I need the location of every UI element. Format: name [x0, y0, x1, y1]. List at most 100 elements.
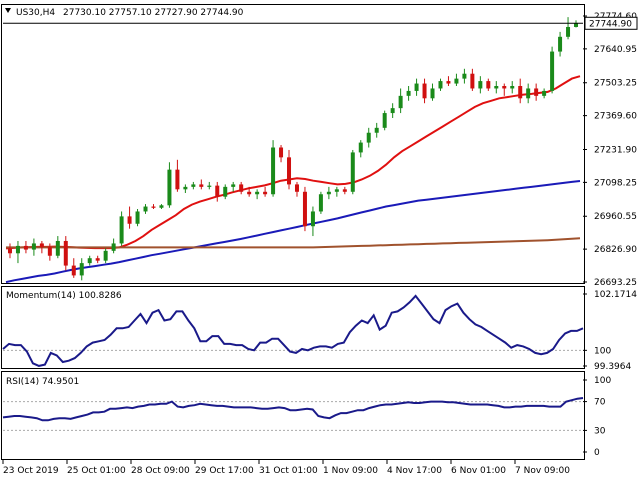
- rsi-pane-frame: [1, 371, 585, 460]
- candle-body: [55, 240, 60, 256]
- price-tag-box: [584, 16, 638, 30]
- candle-body: [478, 81, 483, 89]
- time-tick-label: 7 Nov 09:00: [515, 466, 570, 476]
- time-tick-label: 6 Nov 01:00: [451, 466, 506, 476]
- candle-body: [63, 240, 68, 266]
- candle-body: [422, 83, 427, 99]
- momentum-tick-label: 99.3964: [594, 362, 631, 372]
- price-tick-label: 26960.55: [594, 212, 637, 222]
- candle-body: [390, 108, 395, 114]
- time-tick-label: 4 Nov 17:00: [387, 466, 442, 476]
- candle-body: [318, 194, 323, 212]
- candle-body: [310, 211, 315, 227]
- symbol-label: US30,H4: [16, 8, 55, 18]
- candle-body: [558, 36, 563, 52]
- candle-body: [430, 88, 435, 99]
- candle-body: [374, 127, 379, 133]
- candle-body: [350, 152, 355, 192]
- candle-body: [247, 191, 252, 195]
- time-tick-label: 29 Oct 17:00: [195, 466, 254, 476]
- candle-body: [263, 191, 268, 195]
- collapse-triangle-icon[interactable]: [5, 8, 11, 13]
- candle-body: [510, 86, 515, 89]
- candle-body: [127, 216, 132, 224]
- candle-body: [382, 113, 387, 128]
- price-tick-label: 27640.95: [594, 45, 637, 55]
- candle-body: [271, 147, 276, 195]
- rsi-plot: [2, 397, 584, 431]
- price-tick-label: 27231.90: [594, 145, 637, 155]
- ma-slow-line: [6, 237, 581, 249]
- candle-body: [135, 211, 140, 224]
- candle-body: [175, 169, 180, 190]
- candle-body: [95, 258, 100, 261]
- candle-body: [358, 142, 363, 153]
- momentum-tick-label: 102.1714: [594, 290, 637, 300]
- candle-body: [87, 258, 92, 264]
- candle-body: [542, 90, 547, 96]
- price-plot: [3, 17, 583, 284]
- candle-body: [494, 86, 499, 89]
- time-tick-label: 1 Nov 09:00: [323, 466, 378, 476]
- candle-body: [287, 157, 292, 185]
- price-tick-label: 27098.25: [594, 178, 637, 188]
- momentum-line: [2, 294, 584, 367]
- rsi-tick-label: 100: [594, 376, 611, 386]
- momentum-axis: 102.1714 100 99.3964: [583, 290, 637, 372]
- time-tick-label: 28 Oct 09:00: [131, 466, 190, 476]
- candle-body: [15, 245, 20, 254]
- candle-body: [215, 185, 220, 197]
- candle-body: [167, 169, 172, 206]
- momentum-plot: [2, 294, 584, 367]
- time-axis: 23 Oct 2019 25 Oct 01:00 28 Oct 09:00 29 Oc…: [2, 460, 570, 476]
- rsi-line: [2, 397, 584, 422]
- candle-body: [566, 26, 571, 37]
- time-tick-label: 23 Oct 2019: [3, 466, 59, 476]
- candle-body: [231, 184, 236, 187]
- candle-body: [143, 206, 148, 212]
- candle-body: [574, 23, 579, 27]
- candle-body: [534, 88, 539, 96]
- candle-body: [159, 205, 164, 208]
- candle-body: [255, 191, 260, 195]
- candle-body: [183, 186, 188, 190]
- rsi-label: RSI(14) 74.9501: [6, 377, 79, 387]
- momentum-pane-frame: [1, 286, 585, 369]
- candle-body: [454, 78, 459, 84]
- candle-body: [103, 250, 108, 261]
- rsi-tick-label: 70: [594, 398, 606, 408]
- price-tick-label: 26826.90: [594, 245, 637, 255]
- candle-body: [486, 81, 491, 89]
- candle-body: [279, 147, 284, 158]
- price-tag-label: 27744.90: [589, 19, 632, 29]
- candle-body: [151, 206, 156, 208]
- candle-body: [414, 83, 419, 91]
- ma-mid-line: [5, 180, 581, 284]
- candle-body: [366, 132, 371, 143]
- candle-body: [326, 191, 331, 195]
- rsi-tick-label: 0: [594, 448, 600, 458]
- candle-body: [191, 184, 196, 187]
- candle-body: [470, 73, 475, 89]
- momentum-label: Momentum(14) 100.8286: [6, 291, 122, 301]
- candle-body: [23, 245, 28, 250]
- candle-body: [239, 184, 244, 192]
- candle-body: [39, 243, 44, 248]
- candle-body: [31, 243, 36, 250]
- time-tick-label: 25 Oct 01:00: [67, 466, 126, 476]
- candle-body: [446, 81, 451, 84]
- candle-body: [342, 189, 347, 192]
- candle-body: [462, 73, 467, 79]
- candle-body: [294, 184, 299, 192]
- momentum-tick-label: 100: [594, 346, 611, 356]
- candle-body: [438, 81, 443, 89]
- price-tick-label: 26693.25: [594, 278, 637, 288]
- candle-body: [526, 88, 531, 99]
- price-tick-label: 27369.60: [594, 112, 637, 122]
- price-tick-label: 27503.25: [594, 79, 637, 89]
- candle-body: [71, 265, 76, 276]
- candle-body: [518, 86, 523, 99]
- rsi-tick-label: 30: [594, 426, 606, 436]
- price-pane-frame: [1, 4, 585, 284]
